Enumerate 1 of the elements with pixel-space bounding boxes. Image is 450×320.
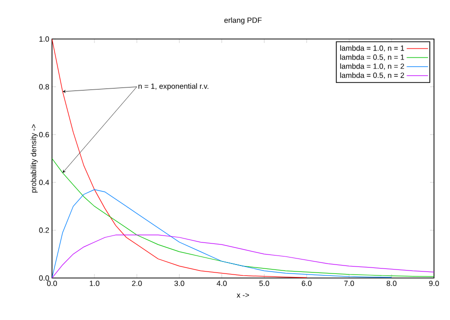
- line-series: [52, 38, 307, 278]
